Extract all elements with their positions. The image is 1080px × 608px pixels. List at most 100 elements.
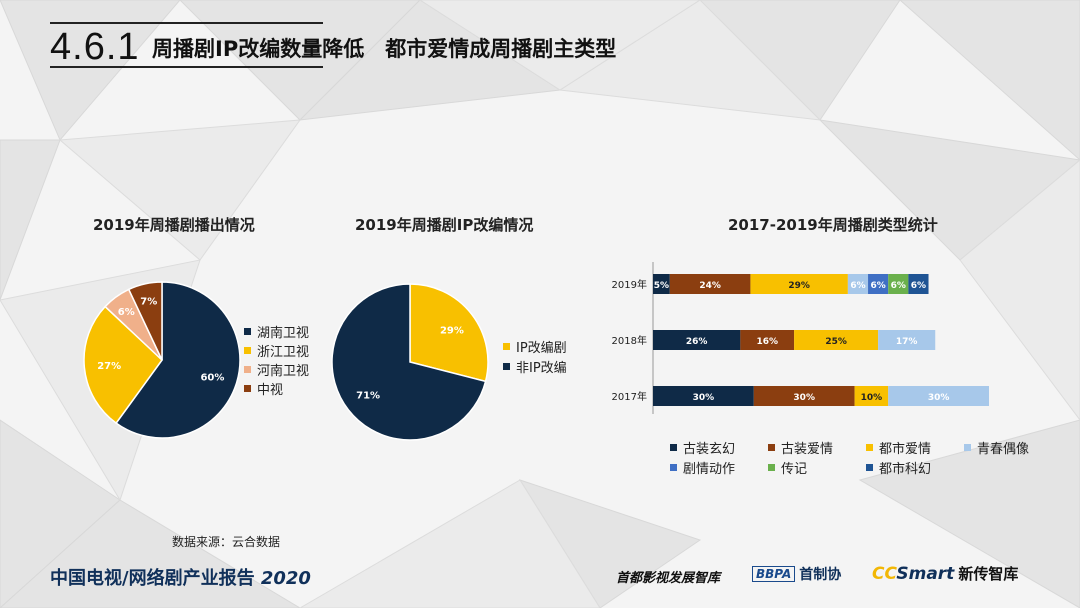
pie1-data-label-1: 27% bbox=[97, 361, 121, 372]
bar-legend: 古装玄幻 古装爱情 都市爱情 青春偶像剧情动作 传记 都市科幻 bbox=[670, 438, 1070, 482]
bar-data-label-0-5: 6% bbox=[891, 281, 906, 291]
bar-data-label-1-3: 17% bbox=[896, 337, 918, 347]
title-rule-top bbox=[50, 22, 323, 24]
bar-segment-1-2 bbox=[794, 330, 879, 350]
bar-data-label-0-2: 29% bbox=[788, 281, 810, 291]
pie1-legend-swatch-3 bbox=[244, 385, 251, 392]
bbpa-logo-box: BBPA bbox=[752, 566, 796, 582]
pie2-slice-1 bbox=[331, 283, 487, 441]
bar-segment-1-1 bbox=[740, 330, 795, 350]
bar-legend-item-6: 都市科幻 bbox=[866, 458, 931, 477]
bar-segment-0-5 bbox=[888, 274, 909, 294]
bar-category-label-2: 2017年 bbox=[612, 390, 647, 403]
pie2-legend: IP改编剧非IP改编 bbox=[503, 337, 623, 377]
pie1-data-label-0: 60% bbox=[200, 372, 224, 383]
pie2-slice-0 bbox=[409, 283, 489, 383]
pie1-data-label-2: 6% bbox=[118, 307, 135, 318]
bar-data-label-2-0: 30% bbox=[693, 393, 715, 403]
pie1-legend-swatch-1 bbox=[244, 347, 251, 354]
bar-data-label-1-1: 16% bbox=[756, 337, 778, 347]
pie1-legend-item-3: 中视 bbox=[244, 379, 283, 398]
pie1-slice-3 bbox=[127, 281, 163, 361]
bar-segment-0-0 bbox=[653, 274, 670, 294]
bar-legend-item-2: 都市爱情 bbox=[866, 438, 931, 457]
page-title: 周播剧IP改编数量降低 都市爱情成周播剧主类型 bbox=[152, 37, 617, 61]
bar-segment-1-3 bbox=[878, 330, 936, 350]
bar-legend-label-4: 剧情动作 bbox=[683, 462, 736, 477]
pie1-legend-label-3: 中视 bbox=[257, 383, 284, 398]
pie1-slice-0 bbox=[115, 281, 241, 439]
bar-data-label-0-0: 5% bbox=[654, 281, 669, 291]
bar-legend-swatch-5 bbox=[768, 464, 775, 471]
bar-segment-0-2 bbox=[750, 274, 848, 294]
bar-legend-label-0: 古装玄幻 bbox=[683, 442, 736, 457]
ccsmart-logo-cn: 新传智库 bbox=[958, 565, 1019, 583]
pie1-legend-label-1: 浙江卫视 bbox=[257, 345, 310, 360]
bar-data-label-1-2: 25% bbox=[825, 337, 847, 347]
pie2-legend-label-0: IP改编剧 bbox=[516, 341, 567, 356]
report-title: 中国电视/网络剧产业报告 2020 bbox=[50, 564, 311, 590]
ccsmart-logo-cc: CC bbox=[872, 564, 897, 584]
pie1-legend-item-1: 浙江卫视 bbox=[244, 341, 309, 360]
bar-legend-item-3: 青春偶像 bbox=[964, 438, 1029, 457]
bar-data-label-2-3: 30% bbox=[928, 393, 950, 403]
pie2-legend-swatch-0 bbox=[503, 343, 510, 350]
pie2-legend-item-1: 非IP改编 bbox=[503, 357, 567, 376]
pie1-legend-swatch-2 bbox=[244, 366, 251, 373]
report-name: 中国电视/网络剧产业报告 bbox=[50, 568, 255, 589]
chart3-title: 2017-2019年周播剧类型统计 bbox=[728, 216, 938, 234]
bar-segment-0-3 bbox=[847, 274, 869, 294]
pie1-legend-item-0: 湖南卫视 bbox=[244, 322, 309, 341]
pie1-legend: 湖南卫视浙江卫视河南卫视中视 bbox=[244, 322, 364, 412]
bar-data-label-0-3: 6% bbox=[850, 281, 865, 291]
title-rule-bottom bbox=[50, 66, 323, 68]
bar-data-label-2-2: 10% bbox=[861, 393, 883, 403]
pie2-data-label-0: 29% bbox=[440, 325, 464, 336]
bar-legend-swatch-6 bbox=[866, 464, 873, 471]
bar-segment-0-4 bbox=[868, 274, 889, 294]
bar-category-label-0: 2019年 bbox=[612, 278, 647, 291]
broadcast-pie-chart: 60% 27% 6% 7% bbox=[83, 281, 241, 439]
ip-adaptation-pie-chart: 29% 71% bbox=[331, 283, 489, 441]
pie1-legend-swatch-0 bbox=[244, 328, 251, 335]
bar-segment-2-0 bbox=[653, 386, 754, 406]
bar-segment-2-3 bbox=[888, 386, 989, 406]
pie1-data-label-3: 7% bbox=[140, 297, 157, 308]
bar-segment-1-0 bbox=[653, 330, 741, 350]
bbpa-logo-text: 首制协 bbox=[799, 567, 842, 583]
bar-data-label-0-6: 6% bbox=[911, 281, 926, 291]
data-source: 数据来源：云合数据 bbox=[172, 535, 281, 549]
pie1-legend-item-2: 河南卫视 bbox=[244, 360, 309, 379]
genre-stacked-bar-chart: 2019年 5% 24% 29% 6% 6% 6% 6% 2018年 26% 16% 25% 17% 20… bbox=[612, 262, 989, 414]
bar-legend-label-6: 都市科幻 bbox=[879, 462, 932, 477]
bbpa-logo: BBPA 首制协 bbox=[752, 564, 841, 584]
bar-segment-2-2 bbox=[854, 386, 889, 406]
pie2-data-label-1: 71% bbox=[356, 391, 380, 402]
section-number: 4.6.1 bbox=[50, 26, 140, 68]
bar-legend-swatch-3 bbox=[964, 444, 971, 451]
chart1-title: 2019年周播剧播出情况 bbox=[93, 216, 255, 234]
pie2-legend-swatch-1 bbox=[503, 363, 510, 370]
bar-legend-label-5: 传记 bbox=[781, 462, 808, 477]
pie1-legend-label-0: 湖南卫视 bbox=[257, 326, 310, 341]
think-tank-logo: 首都影视发展智库 bbox=[616, 571, 721, 586]
bar-legend-item-5: 传记 bbox=[768, 458, 807, 477]
bar-data-label-2-1: 30% bbox=[793, 393, 815, 403]
ccsmart-logo-smart: Smart bbox=[896, 564, 955, 584]
chart2-title: 2019年周播剧IP改编情况 bbox=[355, 216, 534, 234]
bar-legend-label-1: 古装爱情 bbox=[781, 442, 834, 457]
bar-legend-swatch-4 bbox=[670, 464, 677, 471]
pie1-legend-label-2: 河南卫视 bbox=[257, 364, 310, 379]
bar-legend-label-2: 都市爱情 bbox=[879, 442, 932, 457]
pie1-slice-1 bbox=[83, 305, 163, 425]
ccsmart-logo: CCSmart 新传智库 bbox=[872, 563, 1018, 584]
bar-legend-swatch-1 bbox=[768, 444, 775, 451]
bar-segment-2-1 bbox=[753, 386, 855, 406]
pie2-legend-label-1: 非IP改编 bbox=[516, 361, 567, 376]
bar-category-label-1: 2018年 bbox=[612, 334, 647, 347]
bar-legend-item-0: 古装玄幻 bbox=[670, 438, 735, 457]
bar-data-label-0-4: 6% bbox=[870, 281, 885, 291]
bar-legend-item-1: 古装爱情 bbox=[768, 438, 833, 457]
bar-legend-swatch-2 bbox=[866, 444, 873, 451]
report-year: 2020 bbox=[260, 568, 311, 589]
